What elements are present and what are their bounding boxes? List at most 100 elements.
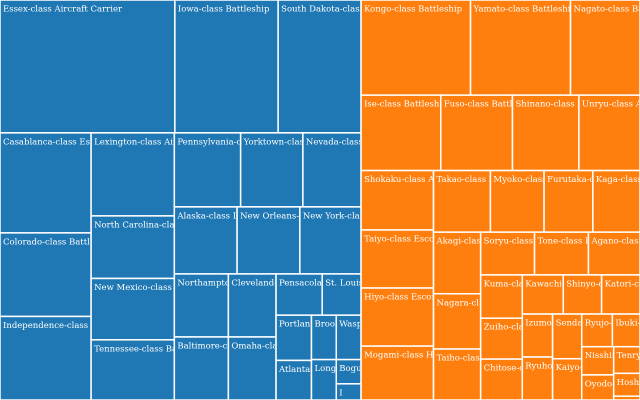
tile-label: Omaha-class Light Cruiser xyxy=(231,341,347,351)
tile xyxy=(360,94,442,172)
tile-label: Tenryu-class Light Cruiser xyxy=(617,351,640,361)
tile xyxy=(521,313,554,358)
tile xyxy=(360,0,472,96)
tile xyxy=(569,0,640,96)
tile xyxy=(612,395,640,400)
tile-label: Fuso-class Battleship xyxy=(444,100,536,110)
tile-label: Portland-class Heavy Cruiser xyxy=(279,320,405,330)
tile-label: Nisshin-class Seaplane Tender xyxy=(585,351,640,361)
tile xyxy=(310,358,338,400)
tile xyxy=(580,313,614,348)
tile-label: Atlanta-class Light Cruiser xyxy=(278,365,396,375)
tile xyxy=(174,0,279,134)
tile xyxy=(90,215,176,280)
tile xyxy=(489,169,545,233)
tile-label: Brooklyn-class Light Cruiser xyxy=(314,320,438,330)
tile-label: Taiyo-class Escort Carrier xyxy=(364,234,477,244)
tile xyxy=(432,169,492,233)
tile xyxy=(543,169,594,233)
tile xyxy=(600,274,640,315)
tile xyxy=(239,132,304,208)
tile-label: Bogue-class Escort Carrier xyxy=(339,364,456,374)
tile-label: Lexington-class Aircraft Carrier xyxy=(94,137,232,147)
tile-label: Shinano-class Aircraft Carrier xyxy=(515,100,640,110)
tile xyxy=(432,231,482,295)
tile-label: Hiyo-class Escort Carrier xyxy=(364,293,474,303)
tile xyxy=(580,374,615,400)
tile-label: Alaska-class Large Cruiser xyxy=(176,211,293,221)
tile-label: Ryujo-class Light Carrier xyxy=(585,319,640,329)
tile xyxy=(521,356,554,400)
tile xyxy=(469,0,572,96)
tile xyxy=(90,339,176,400)
tile-label: Yamato-class Battleship xyxy=(473,5,577,15)
tile-label: Akagi-class Aircraft Carrier xyxy=(436,237,557,247)
tile-label: Kaiyo-class Escort Carrier xyxy=(556,363,640,373)
tile-label: Casablanca-class Escort Carrier xyxy=(3,137,142,147)
tile xyxy=(432,293,482,350)
tile-label: Pennsylvania-class Battleship xyxy=(177,137,305,147)
tile-label: Ise-class Battleship xyxy=(364,100,448,110)
tile-label: Essex-class Aircraft Carrier xyxy=(3,5,123,15)
tile xyxy=(551,313,583,360)
tile-label: Taiho-class Aircraft Carrier xyxy=(437,354,556,364)
tile xyxy=(0,0,176,134)
tile-label: Zuiho-class Light Carrier xyxy=(484,323,593,333)
tile xyxy=(612,345,640,375)
tile xyxy=(173,132,242,208)
tile-label: Kaga-class Aircraft Carrier xyxy=(596,175,640,185)
tile-label: Katori-class Light Cruiser xyxy=(605,279,640,289)
tile-label: I xyxy=(339,388,342,398)
tile xyxy=(479,231,536,276)
tile-label: Long Island-class Escort Carrier xyxy=(314,364,455,374)
tile-label: Colorado-class Battleship xyxy=(3,237,113,247)
tile-label: Takao-class Heavy Cruiser xyxy=(437,175,552,185)
tile-label: Shinyo-class Escort Carrier xyxy=(566,279,640,289)
tile-label: St. Louis-class Light Cruiser xyxy=(325,278,448,288)
tile-label: Chitose-class Light Carrier xyxy=(484,364,601,374)
tile-label: Tennessee-class Battleship xyxy=(94,344,210,354)
tile-label: Northampton-class Heavy Cruiser xyxy=(177,278,325,288)
tile-label: Hosho-class Aircraft Carrier xyxy=(617,378,640,388)
tile-label: New York-class Battleship xyxy=(303,211,416,221)
tile-label: Iowa-class Battleship xyxy=(178,5,270,15)
tile-label: Cleveland-class Light Cruiser xyxy=(231,278,359,288)
tile-label: Kuma-class Light Cruiser xyxy=(484,279,594,289)
tile-label: Nevada-class Battleship xyxy=(306,137,410,147)
tile-label: Yorktown-class Aircraft Carrier xyxy=(243,137,380,147)
tile xyxy=(479,274,524,319)
tile-label: Mogami-class Heavy Cruiser xyxy=(364,351,489,361)
tile-label: Wasp-class Aircraft Carrier xyxy=(339,320,457,330)
tile xyxy=(275,273,323,316)
tile-label: Nagato-class Battleship xyxy=(574,5,640,15)
tile-label: Soryu-class Aircraft Carrier xyxy=(484,237,605,247)
tile xyxy=(580,345,615,376)
tile-label: Oyodo-class Light Cruiser xyxy=(585,379,640,389)
tile-label: Furutaka-class Heavy Cruiser xyxy=(547,175,640,185)
tile-label: Pensacola-class Heavy Cruiser xyxy=(279,278,412,288)
tile xyxy=(0,315,92,400)
tile xyxy=(432,348,482,400)
tile xyxy=(587,231,640,276)
tile xyxy=(299,206,362,275)
tile-label: North Carolina-class Battleship xyxy=(94,220,230,230)
tile xyxy=(0,132,92,234)
tile-label: Izumo-class Armored Cruiser xyxy=(525,319,640,329)
tile xyxy=(321,273,362,316)
tile-label: Sendai-class Light Cruiser xyxy=(556,319,640,329)
tile xyxy=(227,336,277,400)
tile-label: Shokaku-class Aircraft Carrier xyxy=(364,175,497,185)
tile xyxy=(611,313,640,348)
tile xyxy=(562,274,603,315)
tile xyxy=(479,358,524,400)
tile-label: Kawachi-class Battleship xyxy=(525,279,633,289)
tile-label: Kongo-class Battleship xyxy=(364,5,463,15)
tile xyxy=(360,345,435,400)
tile-label: Nagara-class Light Cruiser xyxy=(437,298,555,308)
tile-label: New Mexico-class Battleship xyxy=(94,283,219,293)
tile-label: Ibuki-class Aircraft Carrier xyxy=(615,319,640,329)
tile-label: Myoko-class Heavy Cruiser xyxy=(493,175,612,185)
tile-label: South Dakota-class Battleship xyxy=(281,5,411,15)
tile-label: Unryu-class Aircraft Carrier xyxy=(582,100,640,110)
